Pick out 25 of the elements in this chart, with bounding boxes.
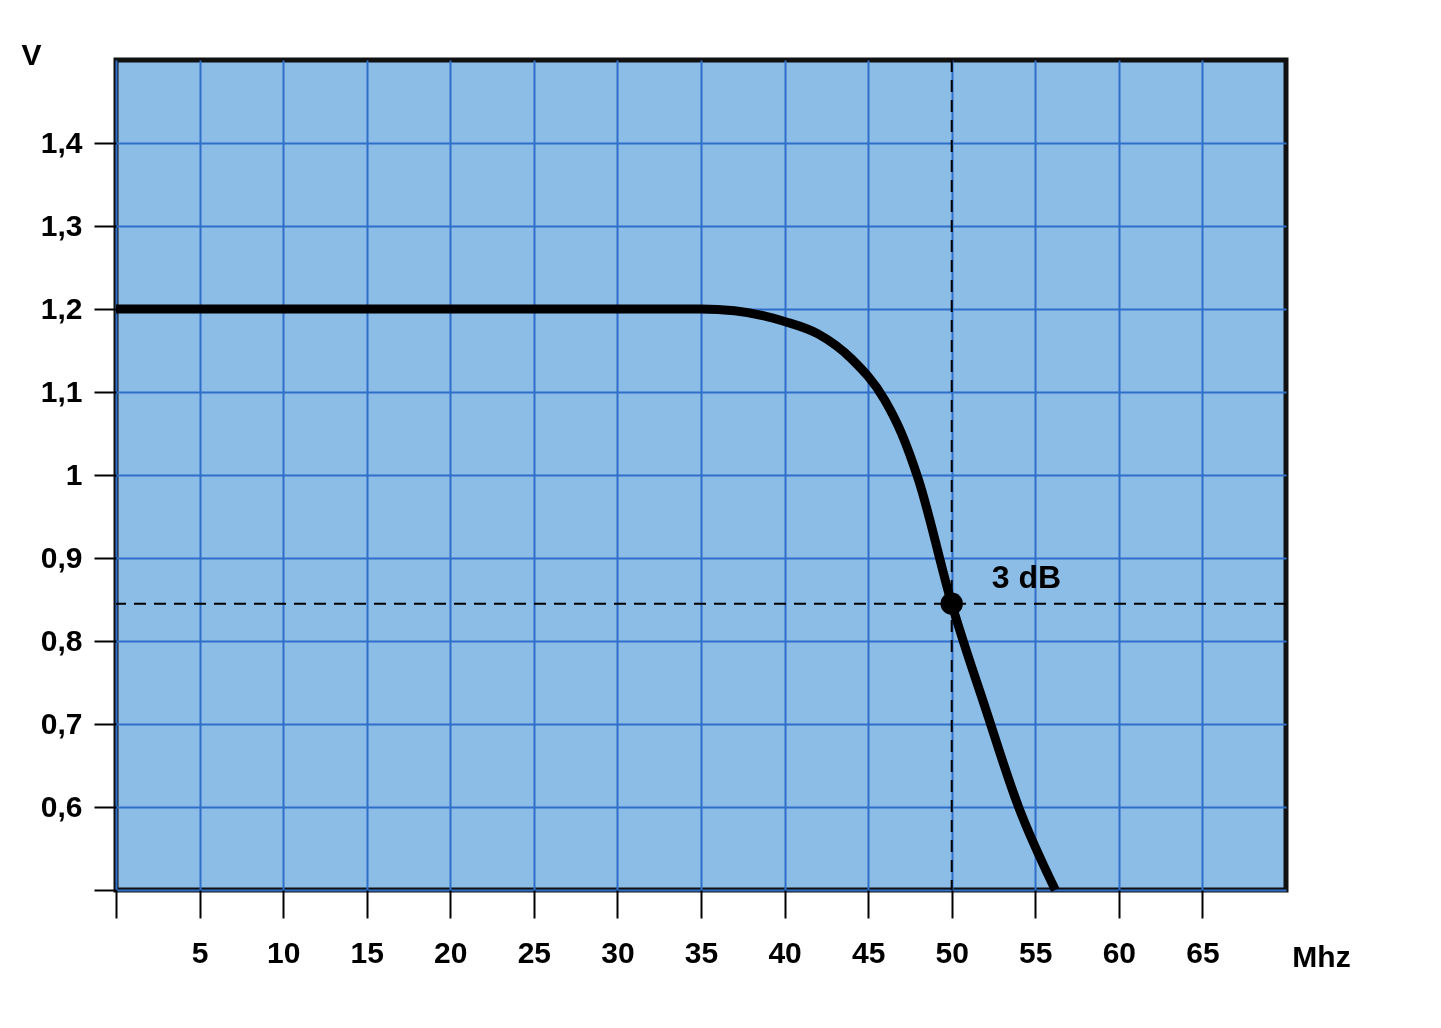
y-tick-label: 0,6 — [40, 789, 83, 823]
x-tick-label: 35 — [684, 935, 719, 969]
x-tick-label: 55 — [1019, 935, 1053, 969]
y-tick-label: 0,7 — [40, 706, 83, 740]
annotation: 3 dB — [991, 558, 1062, 595]
y-tick-label: 1 — [65, 457, 83, 491]
y-tick-label: 0,8 — [40, 623, 83, 657]
y-tick-label: 1,1 — [40, 374, 83, 408]
x-tick-label: 45 — [851, 935, 886, 969]
y-tick-label: 1,4 — [40, 125, 83, 159]
x-tick-label: 10 — [266, 935, 301, 969]
y-tick-label: 0,9 — [40, 540, 83, 574]
x-tick-label: 25 — [517, 935, 552, 969]
y-tick-label: 1,2 — [40, 291, 83, 325]
x-tick-label: 30 — [601, 935, 635, 969]
x-tick-label: 15 — [350, 935, 384, 969]
x-tick-label: 20 — [434, 935, 468, 969]
x-tick-label: 5 — [191, 935, 209, 969]
x-tick-label: 60 — [1102, 935, 1137, 969]
x-axis-title: Mhz — [1292, 939, 1351, 973]
y-tick-label: 1,3 — [40, 208, 83, 242]
x-tick-label: 65 — [1186, 935, 1220, 969]
x-tick-label: 50 — [935, 935, 969, 969]
x-tick-label: 40 — [768, 935, 802, 969]
y-axis-title: V — [21, 37, 42, 71]
